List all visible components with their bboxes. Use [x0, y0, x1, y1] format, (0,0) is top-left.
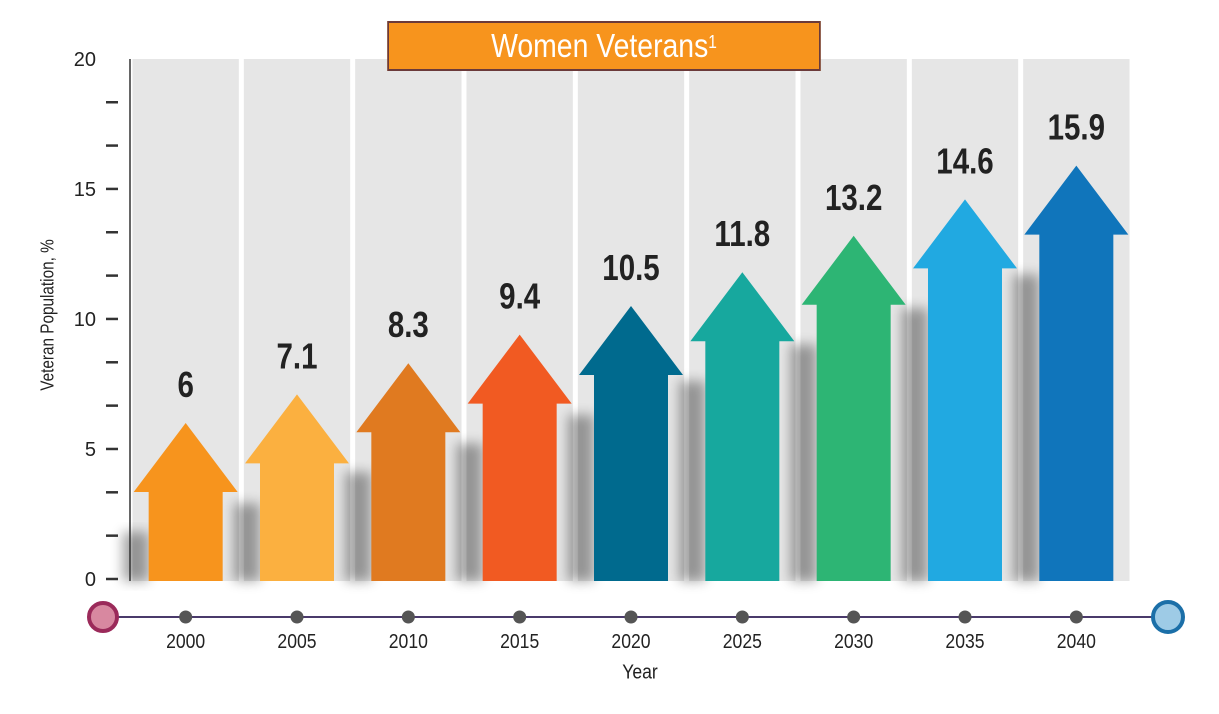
y-tick-label: 0: [85, 569, 96, 591]
timeline-dot: [735, 610, 749, 624]
chart-title-footnote-mark: 1: [708, 31, 717, 52]
arrow-shadow: [234, 503, 260, 581]
value-label: 7.1: [276, 336, 317, 376]
x-tick-label: 2030: [834, 630, 873, 652]
chart-title-text: Women Veterans: [491, 27, 709, 64]
arrow-shadow: [679, 381, 706, 581]
bar-arrow-2025: [690, 272, 795, 581]
arrow-shadow: [902, 308, 928, 581]
timeline-start-marker: [87, 601, 119, 633]
value-label: 10.5: [602, 247, 659, 287]
bar-arrow-2040: [1024, 165, 1129, 581]
bar-arrow-2030: [801, 235, 906, 582]
x-tick-label: 2010: [389, 630, 428, 652]
bar-arrow-2010: [356, 363, 461, 581]
y-axis-title: Veteran Population, %: [37, 239, 58, 391]
y-tick-label: 10: [74, 309, 96, 331]
timeline-dot: [958, 610, 972, 624]
value-label: 13.2: [825, 177, 882, 217]
timeline-end-marker: [1151, 600, 1185, 634]
x-tick-label: 2025: [723, 630, 762, 652]
timeline-dot: [513, 610, 527, 624]
arrow-shadows: [122, 274, 1040, 581]
y-tick-label: 5: [85, 439, 96, 461]
value-label: 6: [177, 364, 193, 404]
x-tick-label: 2005: [277, 630, 316, 652]
timeline-dot: [290, 610, 304, 624]
value-labels: 6 7.1 8.3 9.4 10.5 11.8 13.2 14.6 15.9: [177, 107, 1105, 405]
value-label: 11.8: [714, 213, 770, 253]
x-tick-label: 2000: [166, 630, 205, 652]
timeline-dot: [179, 610, 193, 624]
y-axis: 0 5 10 15 20: [74, 49, 131, 591]
arrow-shadow: [790, 344, 817, 581]
bar-arrow-2005: [245, 394, 349, 581]
bars: [133, 165, 1129, 582]
timeline-dot: [401, 610, 415, 624]
y-tick-label: 20: [74, 49, 96, 71]
x-tick-label: 2015: [500, 630, 539, 652]
bar-arrow-2000: [133, 423, 238, 581]
x-tick-label: 2040: [1057, 630, 1096, 652]
bar-arrow-2015: [467, 334, 572, 581]
arrow-shadow: [568, 415, 594, 581]
arrow-shadow: [345, 472, 372, 581]
bar-arrow-2035: [913, 199, 1017, 581]
timeline-dot: [624, 610, 638, 624]
x-tick-label: 2035: [945, 630, 984, 652]
y-tick-label: 15: [74, 179, 96, 201]
timeline: 2000 2005 2010 2015 2020 2025 2030 2035 2040: [87, 600, 1185, 652]
chart-title: Women Veterans 1: [387, 21, 821, 71]
value-label: 15.9: [1048, 107, 1105, 147]
timeline-dot: [847, 610, 861, 624]
arrow-shadow: [1013, 274, 1040, 581]
value-label: 9.4: [499, 276, 541, 316]
arrow-shadow: [456, 443, 483, 581]
value-label: 14.6: [936, 141, 993, 181]
x-axis-title: Year: [622, 661, 658, 684]
timeline-dot: [1069, 610, 1083, 624]
value-label: 8.3: [388, 304, 429, 344]
x-tick-label: 2020: [611, 630, 650, 652]
bar-arrow-2020: [579, 306, 683, 581]
arrow-shadow: [122, 532, 149, 581]
